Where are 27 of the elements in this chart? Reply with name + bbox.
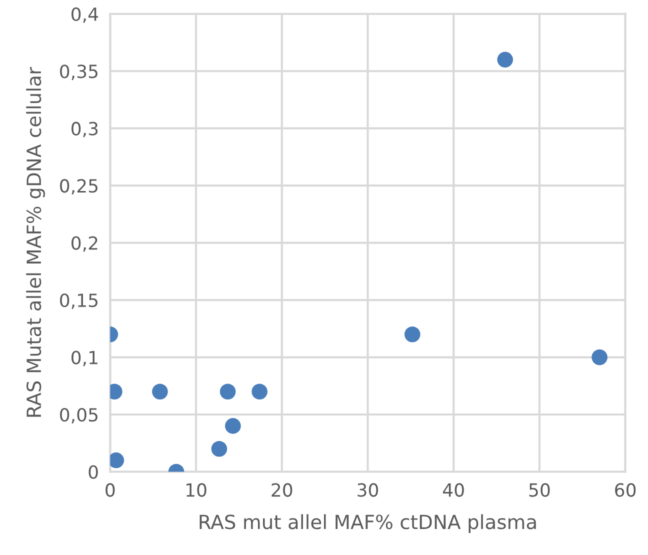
point	[152, 384, 168, 400]
x-tick-label: 50	[529, 483, 550, 497]
x-tick-label: 0	[106, 483, 115, 497]
x-tick-label: 40	[442, 483, 464, 497]
y-tick-label: 0,35	[60, 64, 98, 80]
point	[592, 349, 608, 366]
y-tick-label: 0,25	[60, 179, 98, 195]
point	[252, 384, 268, 400]
x-tick-label: 60	[615, 483, 636, 497]
point	[404, 326, 420, 342]
y-tick-label: 0,2	[72, 236, 98, 252]
x-tick-label: 30	[358, 483, 378, 497]
point	[110, 452, 124, 468]
point	[497, 52, 514, 68]
point	[220, 384, 236, 400]
x-axis-title: RAS mut allel MAF% ctDNA plasma	[200, 514, 536, 534]
point	[225, 418, 241, 434]
x-tick-label: 20	[272, 483, 292, 497]
y-tick-label: 0,3	[72, 122, 98, 138]
y-tick-label: 0,05	[60, 408, 98, 424]
point	[211, 440, 228, 457]
y-tick-label: 0	[88, 465, 98, 479]
x-tick-label: 10	[186, 483, 206, 497]
y-tick-label: 0,4	[72, 7, 98, 23]
y-tick-label: 0,1	[72, 350, 98, 366]
y-tick-label: 0,15	[60, 294, 98, 310]
y-axis-title: RAS Mutat allel MAF% gDNA cellular	[26, 67, 45, 417]
